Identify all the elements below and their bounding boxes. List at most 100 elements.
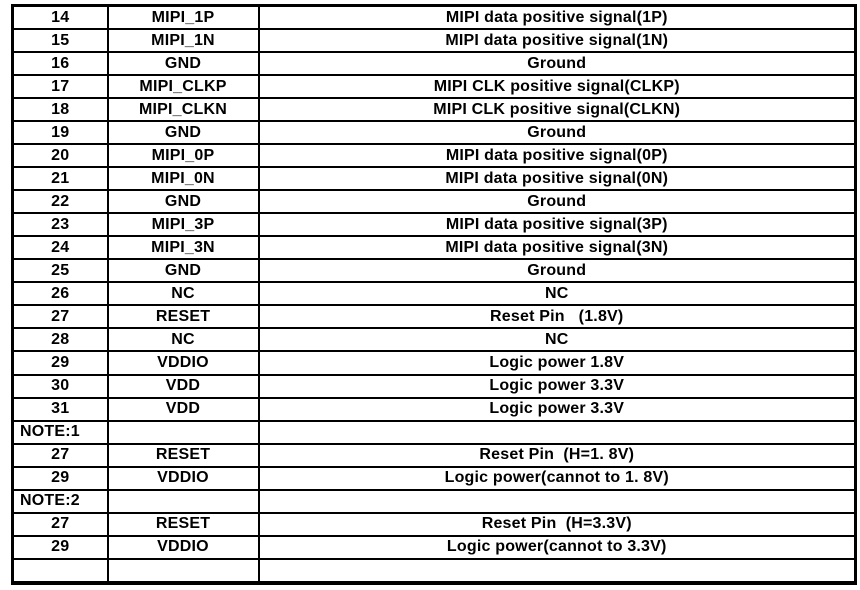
pin-definition-table: 14 MIPI_1P MIPI data positive signal(1P) 15… [11, 4, 857, 585]
signal-name-cell: NC [106, 281, 260, 307]
signal-name-cell: MIPI_1N [106, 28, 260, 54]
signal-description-cell: MIPI data positive signal(1P) [257, 4, 857, 31]
signal-name-cell: GND [106, 51, 260, 77]
signal-description-cell: Logic power 1.8V [257, 350, 857, 376]
pin-number-cell: 18 [11, 97, 109, 123]
note-row: NOTE:1 [11, 419, 857, 445]
pin-row: 15 MIPI_1N MIPI data positive signal(1N) [11, 28, 857, 54]
signal-name-cell: MIPI_3N [106, 235, 260, 261]
pin-number-cell [11, 557, 109, 585]
pin-row: 22 GND Ground [11, 189, 857, 215]
signal-name-cell: VDDIO [106, 465, 260, 491]
pin-number-cell: 24 [11, 235, 109, 261]
signal-description-cell: Reset Pin (1.8V) [257, 304, 857, 330]
pin-number-cell: 21 [11, 166, 109, 192]
signal-description-cell [257, 488, 857, 514]
signal-description-cell: NC [257, 327, 857, 353]
pin-row: 21 MIPI_0N MIPI data positive signal(0N) [11, 166, 857, 192]
signal-description-cell: NC [257, 281, 857, 307]
pin-number-cell: 27 [11, 511, 109, 537]
signal-description-cell: MIPI data positive signal(0N) [257, 166, 857, 192]
pin-number-cell: 29 [11, 465, 109, 491]
pin-row: 27 RESET Reset Pin (H=3.3V) [11, 511, 857, 537]
signal-description-cell: MIPI CLK positive signal(CLKP) [257, 74, 857, 100]
pin-number-cell: 14 [11, 4, 109, 31]
signal-name-cell [106, 419, 260, 445]
signal-description-cell: Ground [257, 258, 857, 284]
signal-name-cell: VDDIO [106, 350, 260, 376]
signal-name-cell: VDDIO [106, 534, 260, 560]
pin-row: 28 NC NC [11, 327, 857, 353]
pin-number-cell: 22 [11, 189, 109, 215]
signal-description-cell: MIPI data positive signal(3P) [257, 212, 857, 238]
pin-row: 14 MIPI_1P MIPI data positive signal(1P) [11, 4, 857, 31]
signal-name-cell [106, 557, 260, 585]
pin-row: 24 MIPI_3N MIPI data positive signal(3N) [11, 235, 857, 261]
signal-name-cell: MIPI_CLKN [106, 97, 260, 123]
signal-description-cell: MIPI CLK positive signal(CLKN) [257, 97, 857, 123]
pin-number-cell: 29 [11, 350, 109, 376]
pin-table-body: 14 MIPI_1P MIPI data positive signal(1P) 15… [11, 4, 857, 585]
signal-description-cell [257, 419, 857, 445]
signal-name-cell: GND [106, 189, 260, 215]
pin-row: 23 MIPI_3P MIPI data positive signal(3P) [11, 212, 857, 238]
pin-row: 27 RESET Reset Pin (1.8V) [11, 304, 857, 330]
pin-row: 19 GND Ground [11, 120, 857, 146]
pin-row: 29 VDDIO Logic power(cannot to 1. 8V) [11, 465, 857, 491]
pin-row: 25 GND Ground [11, 258, 857, 284]
signal-description-cell: Ground [257, 189, 857, 215]
signal-description-cell: MIPI data positive signal(3N) [257, 235, 857, 261]
pin-number-cell: 28 [11, 327, 109, 353]
pin-row: 20 MIPI_0P MIPI data positive signal(0P) [11, 143, 857, 169]
pin-number-cell: NOTE:1 [11, 419, 109, 445]
pin-row: 30 VDD Logic power 3.3V [11, 373, 857, 399]
signal-name-cell: GND [106, 120, 260, 146]
signal-name-cell: GND [106, 258, 260, 284]
signal-description-cell [257, 557, 857, 585]
pin-number-cell: 25 [11, 258, 109, 284]
pin-number-cell: 31 [11, 396, 109, 422]
signal-description-cell: Logic power 3.3V [257, 396, 857, 422]
pin-number-cell: NOTE:2 [11, 488, 109, 514]
signal-name-cell: MIPI_0N [106, 166, 260, 192]
pin-number-cell: 23 [11, 212, 109, 238]
signal-name-cell: MIPI_0P [106, 143, 260, 169]
pin-row: 27 RESET Reset Pin (H=1. 8V) [11, 442, 857, 468]
pin-number-cell: 29 [11, 534, 109, 560]
pin-number-cell: 17 [11, 74, 109, 100]
signal-description-cell: MIPI data positive signal(1N) [257, 28, 857, 54]
pin-row: 26 NC NC [11, 281, 857, 307]
signal-name-cell: NC [106, 327, 260, 353]
signal-name-cell: MIPI_1P [106, 4, 260, 31]
empty-row [11, 557, 857, 585]
signal-description-cell: Ground [257, 51, 857, 77]
signal-description-cell: Reset Pin (H=1. 8V) [257, 442, 857, 468]
signal-name-cell: VDD [106, 396, 260, 422]
signal-description-cell: Logic power(cannot to 3.3V) [257, 534, 857, 560]
signal-description-cell: Logic power 3.3V [257, 373, 857, 399]
pin-row: 29 VDDIO Logic power(cannot to 3.3V) [11, 534, 857, 560]
signal-description-cell: Logic power(cannot to 1. 8V) [257, 465, 857, 491]
signal-name-cell: MIPI_CLKP [106, 74, 260, 100]
pin-number-cell: 27 [11, 442, 109, 468]
pin-number-cell: 16 [11, 51, 109, 77]
pin-number-cell: 19 [11, 120, 109, 146]
signal-description-cell: Ground [257, 120, 857, 146]
signal-description-cell: MIPI data positive signal(0P) [257, 143, 857, 169]
note-row: NOTE:2 [11, 488, 857, 514]
pin-number-cell: 30 [11, 373, 109, 399]
signal-name-cell: RESET [106, 304, 260, 330]
pin-row: 18 MIPI_CLKN MIPI CLK positive signal(CLKN… [11, 97, 857, 123]
signal-name-cell [106, 488, 260, 514]
signal-name-cell: VDD [106, 373, 260, 399]
pin-number-cell: 27 [11, 304, 109, 330]
pin-row: 29 VDDIO Logic power 1.8V [11, 350, 857, 376]
pin-row: 16 GND Ground [11, 51, 857, 77]
pin-row: 31 VDD Logic power 3.3V [11, 396, 857, 422]
pin-number-cell: 20 [11, 143, 109, 169]
pin-number-cell: 15 [11, 28, 109, 54]
signal-name-cell: RESET [106, 511, 260, 537]
signal-name-cell: MIPI_3P [106, 212, 260, 238]
signal-description-cell: Reset Pin (H=3.3V) [257, 511, 857, 537]
pin-number-cell: 26 [11, 281, 109, 307]
